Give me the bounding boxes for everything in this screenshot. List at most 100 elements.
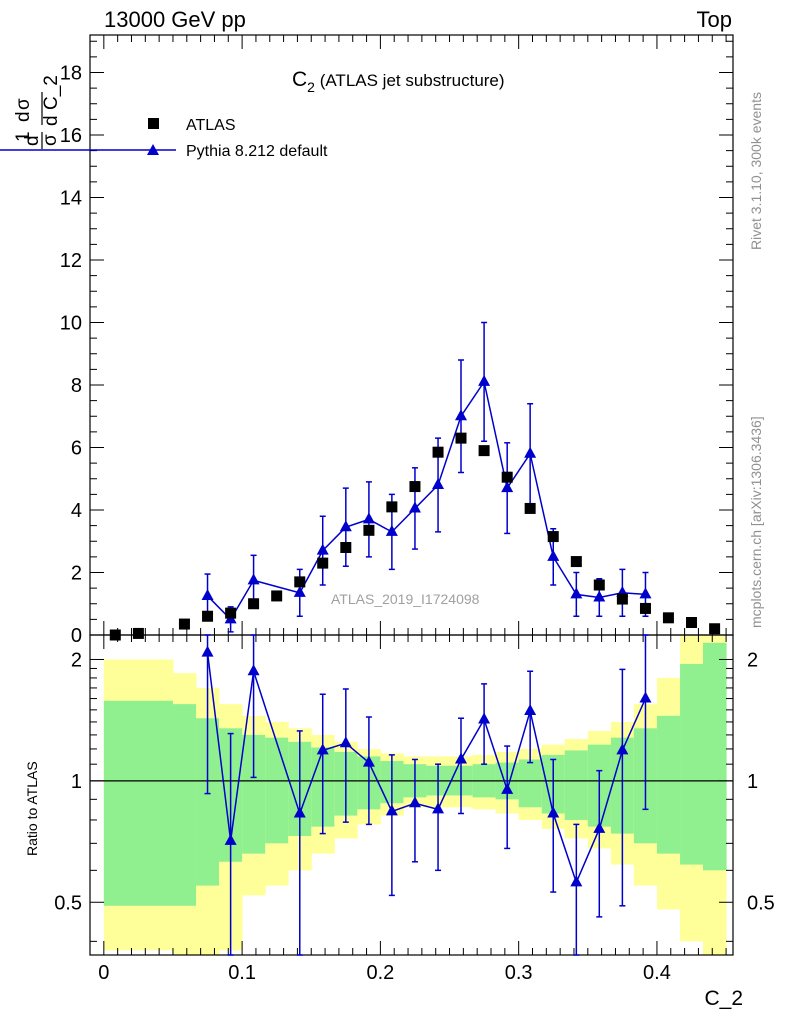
atlas-point: [132, 627, 144, 639]
atlas-point: [225, 607, 237, 619]
mc-point: [639, 587, 652, 599]
ratio-point: [247, 664, 260, 676]
y-tick-label: 6: [71, 438, 82, 460]
ratio-point: [639, 691, 652, 703]
band-green: [518, 759, 543, 808]
band-green: [242, 734, 266, 854]
plot-title-main: C: [292, 68, 307, 91]
atlas-point: [478, 445, 490, 457]
svg-text:C_2: C_2: [41, 75, 62, 110]
header-right: Top: [696, 7, 732, 32]
ratio-point: [339, 736, 352, 748]
ratio-point: [547, 806, 560, 818]
band-green: [103, 700, 174, 906]
ratio-point: [224, 833, 237, 845]
x-tick-label: 0.3: [505, 962, 533, 984]
y-tick-label: 2: [71, 563, 82, 585]
band-green: [265, 737, 289, 844]
rivet-label: Rivet 3.1.10, 300k events: [748, 92, 764, 250]
svg-text:σ: σ: [40, 134, 61, 146]
atlas-point: [455, 432, 467, 444]
band-green: [564, 750, 589, 820]
mc-point: [593, 590, 606, 602]
ratio-point: [478, 712, 491, 724]
ratio-tick-label: 0.5: [54, 892, 82, 914]
ratio-point: [501, 782, 514, 794]
ratio-tick-label: 0.5: [747, 892, 775, 914]
atlas-point: [340, 542, 352, 553]
ratio-tick-label: 2: [747, 649, 758, 671]
mc-point: [547, 549, 560, 561]
bottom-frame: [89, 634, 734, 956]
ratio-point: [316, 743, 329, 755]
x-tick-label: 0: [98, 962, 109, 984]
plot-title: C2 (ATLAS jet substructure): [292, 68, 505, 95]
band-green: [172, 704, 197, 906]
ratio-point: [408, 796, 421, 808]
ratio-tick-label: 2: [71, 649, 82, 671]
y-tick-label: 12: [60, 250, 82, 272]
atlas-point: [271, 590, 283, 602]
mc-point: [524, 446, 537, 458]
mc-point: [293, 585, 306, 597]
y-tick-label: 0: [71, 625, 82, 647]
mc-point: [362, 512, 375, 524]
ratio-point: [616, 743, 629, 755]
atlas-point: [686, 617, 698, 628]
ratio-point: [524, 704, 537, 716]
legend-mc-marker: [147, 144, 159, 155]
ratio-point: [570, 875, 583, 887]
ratio-point: [385, 804, 398, 816]
mc-point: [385, 524, 398, 536]
atlas-point: [409, 481, 421, 493]
ratio-point: [455, 752, 468, 764]
atlas-point: [547, 531, 559, 543]
mc-point: [339, 520, 352, 532]
atlas-point: [363, 524, 375, 536]
ratio-point: [362, 755, 375, 767]
x-axis-label: C_2: [704, 987, 743, 1010]
y-tick-label: 18: [60, 63, 82, 85]
atlas-point: [524, 502, 536, 514]
y-axis-label-top: d σ 1 d σ d C_2: [13, 75, 62, 149]
atlas-point: [202, 610, 214, 622]
x-tick-label: 0.2: [366, 962, 394, 984]
atlas-point: [593, 579, 605, 591]
plot-title-sub: 2: [307, 79, 315, 95]
band-green: [702, 642, 727, 871]
legend-data-marker: [148, 118, 159, 129]
mcplots-label: mcplots.cern.ch [arXiv:1306.3436]: [748, 416, 764, 628]
ratio-point: [201, 645, 214, 657]
x-tick-label: 0.4: [643, 962, 671, 984]
legend-data-label: ATLAS: [186, 117, 236, 134]
mc-point: [455, 409, 468, 421]
atlas-point: [317, 557, 329, 569]
x-tick-label: 0.1: [228, 962, 256, 984]
mc-series-line: [207, 379, 646, 621]
band-green: [680, 663, 704, 865]
svg-text:d: d: [22, 135, 43, 146]
y-axis-label-bottom: Ratio to ATLAS: [24, 761, 40, 856]
watermark: ATLAS_2019_I1724098: [331, 591, 480, 607]
svg-text:d: d: [13, 111, 34, 122]
plot-title-rest: (ATLAS jet substructure): [315, 71, 505, 90]
svg-text:1: 1: [13, 131, 34, 142]
svg-text:σ: σ: [13, 98, 34, 110]
atlas-point: [178, 618, 190, 630]
band-green: [656, 715, 681, 854]
y-tick-label: 8: [71, 375, 82, 397]
mc-point: [432, 478, 445, 489]
legend-mc-label: Pythia 8.212 default: [186, 143, 328, 160]
ratio-point: [293, 806, 306, 818]
mc-point: [501, 481, 514, 493]
y-tick-label: 10: [60, 313, 82, 335]
atlas-point: [386, 501, 398, 513]
y-tick-label: 4: [71, 500, 82, 522]
atlas-point: [616, 593, 628, 605]
atlas-point: [570, 556, 582, 568]
atlas-point: [432, 446, 444, 458]
atlas-point: [709, 623, 721, 635]
mc-point: [201, 588, 214, 600]
mc-point: [478, 374, 491, 386]
